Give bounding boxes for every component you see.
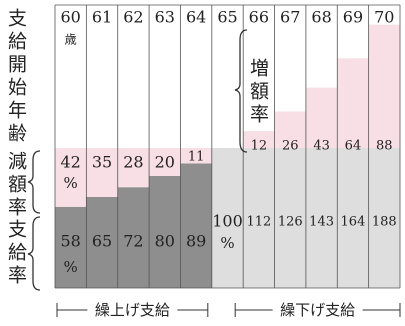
x-tick-label: 65: [217, 8, 237, 27]
x-tick-label: 63: [155, 8, 175, 27]
x-tick-label: 62: [123, 8, 143, 27]
unit-label: %: [220, 234, 234, 252]
bar-segment: [180, 148, 212, 164]
bar: [180, 163, 212, 288]
bar: [117, 187, 150, 288]
x-tick-label: 69: [343, 8, 363, 27]
bar: [55, 206, 87, 288]
group-label: 繰下げ支給: [280, 301, 355, 319]
reduction-label: 減額率: [5, 151, 27, 220]
bar: [211, 148, 244, 288]
increase-label: 増額率: [247, 58, 269, 127]
brace: [27, 216, 41, 291]
data-label: 65: [92, 232, 112, 251]
data-label: 188: [372, 215, 397, 230]
x-tick-label: 64: [186, 8, 206, 27]
brace: [234, 29, 248, 153]
data-label: 20: [155, 153, 175, 172]
bar: [149, 176, 181, 288]
bar-segment: [305, 87, 338, 148]
bar-segment: [86, 148, 118, 197]
y-label: 支給開始年齢: [5, 8, 27, 146]
data-label: 143: [309, 215, 334, 230]
data-label: 126: [278, 215, 303, 230]
data-label: 12: [251, 139, 268, 154]
data-label: 72: [123, 232, 143, 251]
group-label: 繰上げ支給: [95, 301, 170, 319]
unit-label: 歳: [65, 33, 77, 47]
unit-label: %: [64, 258, 78, 276]
data-label: 42: [61, 153, 81, 172]
data-label: 58: [61, 232, 81, 251]
brace: [27, 150, 41, 214]
x-tick-label: 67: [280, 8, 300, 27]
data-label: 11: [188, 150, 205, 165]
bar-segment: [368, 24, 400, 148]
x-tick-label: 60: [61, 8, 81, 27]
bar-segment: [149, 148, 181, 176]
data-label: 28: [123, 153, 143, 172]
x-tick-label: 70: [374, 8, 394, 27]
bar: [86, 197, 118, 288]
data-label: 100: [212, 212, 243, 231]
data-label: 89: [186, 232, 206, 251]
bar-segment: [243, 131, 275, 148]
data-label: 88: [376, 139, 393, 154]
bar-segment: [337, 58, 369, 148]
x-tick-label: 61: [92, 8, 112, 27]
data-label: 164: [341, 215, 366, 230]
bar-segment: [55, 148, 87, 207]
data-label: 64: [345, 139, 362, 154]
bar-segment: [117, 148, 150, 188]
data-label: 43: [313, 139, 330, 154]
unit-label: %: [64, 174, 78, 192]
x-tick-label: 66: [249, 8, 269, 27]
data-label: 112: [246, 215, 271, 230]
bar: [243, 131, 275, 288]
x-tick-label: 68: [311, 8, 331, 27]
data-label: 80: [155, 232, 175, 251]
supply-label: 支給率: [5, 219, 27, 288]
bar-segment: [274, 111, 306, 148]
data-label: 26: [282, 139, 299, 154]
data-label: 35: [92, 153, 112, 172]
